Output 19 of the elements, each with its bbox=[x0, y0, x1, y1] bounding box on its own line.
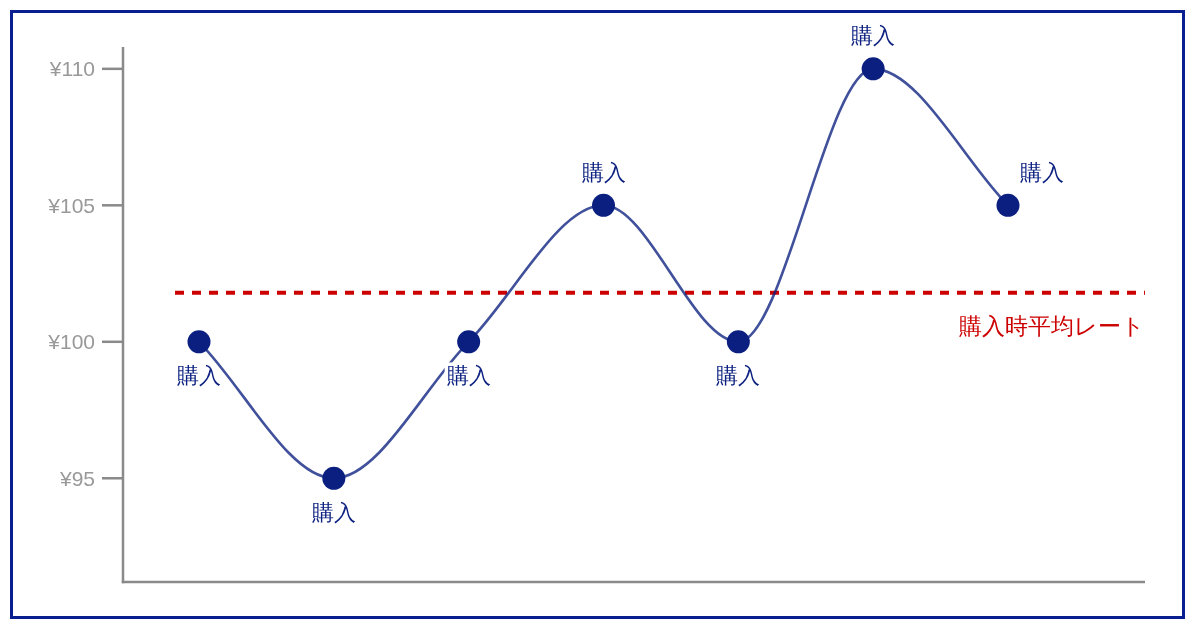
point bbox=[861, 57, 885, 81]
data-label: 購入 bbox=[177, 363, 221, 389]
data-label: 購入 bbox=[1020, 159, 1064, 185]
y-tick-label: ¥100 bbox=[47, 330, 95, 354]
point bbox=[996, 193, 1020, 217]
point bbox=[187, 330, 211, 354]
point bbox=[457, 330, 481, 354]
y-tick-label: ¥105 bbox=[47, 193, 95, 217]
data-label: 購入 bbox=[581, 159, 626, 185]
data-label: 購入 bbox=[716, 363, 761, 389]
point bbox=[322, 466, 346, 490]
ref-line-label: 購入時平均レート bbox=[959, 312, 1145, 339]
data-label: 購入 bbox=[311, 499, 356, 525]
point bbox=[726, 330, 750, 354]
point bbox=[592, 193, 615, 217]
data-label: 購入 bbox=[446, 363, 491, 389]
y-tick-label: ¥95 bbox=[58, 466, 95, 490]
data-label: 購入 bbox=[851, 23, 896, 49]
y-tick-label: ¥110 bbox=[48, 57, 95, 81]
